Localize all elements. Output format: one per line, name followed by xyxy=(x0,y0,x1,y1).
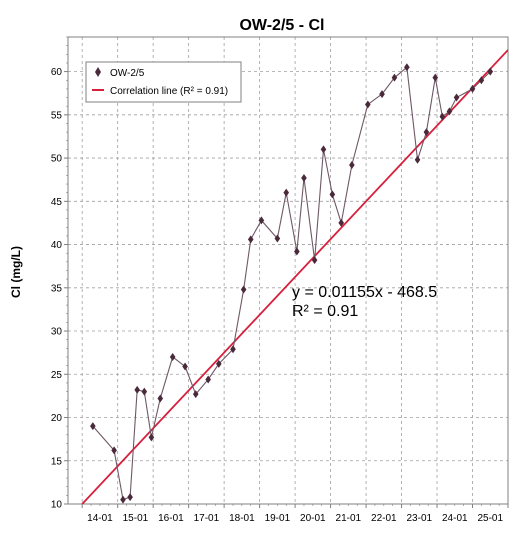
x-tick-label: 18-01 xyxy=(229,513,255,524)
data-point xyxy=(148,433,155,442)
y-tick-label: 50 xyxy=(51,154,63,165)
x-tick-label: 23-01 xyxy=(407,513,433,524)
data-point xyxy=(230,345,236,354)
data-point xyxy=(414,155,421,164)
x-tick-label: 14-01 xyxy=(87,513,113,524)
legend-box xyxy=(85,61,242,103)
data-point xyxy=(404,63,410,72)
data-point xyxy=(247,235,254,244)
x-tick-label: 21-01 xyxy=(336,513,362,524)
y-axis-label: Cl (mg/L) xyxy=(9,246,23,298)
data-point xyxy=(311,256,318,265)
y-tick-label: 30 xyxy=(51,327,63,338)
data-point xyxy=(120,495,126,504)
data-point xyxy=(301,173,307,182)
data-point xyxy=(169,352,176,361)
x-tick-label: 25-01 xyxy=(477,513,503,524)
y-ticks: 10 15 20 25 30 35 40 45 50 55 60 xyxy=(51,36,68,511)
trend-equation: y = 0.01155x - 468.5 xyxy=(292,284,437,301)
y-tick-label: 10 xyxy=(51,500,63,511)
data-point xyxy=(283,188,290,197)
y-tick-label: 20 xyxy=(51,413,63,424)
data-point xyxy=(379,90,385,99)
data-point xyxy=(329,190,336,199)
x-tick-label: 19-01 xyxy=(265,513,291,524)
data-point xyxy=(349,160,355,169)
x-tick-label: 17-01 xyxy=(194,513,220,524)
data-point xyxy=(127,493,133,502)
data-point xyxy=(90,422,96,431)
data-point xyxy=(391,73,398,82)
x-tick-label: 15-01 xyxy=(123,513,149,524)
data-point xyxy=(192,390,199,399)
data-point xyxy=(487,67,494,76)
data-point xyxy=(478,76,485,85)
data-point xyxy=(446,107,453,116)
y-tick-label: 60 xyxy=(51,67,63,78)
y-tick-label: 45 xyxy=(51,197,63,208)
data-point xyxy=(157,394,164,403)
data-point xyxy=(258,216,265,225)
y-tick-label: 35 xyxy=(51,283,63,294)
data-point xyxy=(111,446,117,455)
data-point xyxy=(134,385,140,394)
data-point xyxy=(294,247,300,256)
y-tick-label: 55 xyxy=(51,110,63,121)
data-point xyxy=(338,218,345,227)
x-tick-label: 20-01 xyxy=(300,513,326,524)
data-point xyxy=(439,112,446,121)
data-point xyxy=(182,362,188,371)
legend-entry-series: OW-2/5 xyxy=(110,68,145,79)
data-point xyxy=(453,93,460,102)
x-tick-label: 22-01 xyxy=(371,513,397,524)
data-point xyxy=(469,84,476,93)
data-point xyxy=(365,100,371,109)
chart-title: OW-2/5 - Cl xyxy=(239,17,324,34)
legend-entry-trend: Correlation line (R² = 0.91) xyxy=(110,86,228,97)
data-point xyxy=(240,285,247,294)
legend-diamond-icon xyxy=(95,67,101,77)
data-point xyxy=(432,73,439,82)
y-tick-label: 15 xyxy=(51,456,63,467)
data-point xyxy=(274,234,281,243)
trend-r2: R² = 0.91 xyxy=(292,303,358,320)
data-point xyxy=(423,128,430,137)
x-tick-label: 24-01 xyxy=(442,513,468,524)
y-tick-label: 40 xyxy=(51,240,63,251)
x-tick-label: 16-01 xyxy=(158,513,184,524)
legend: OW-2/5 Correlation line (R² = 0.91) xyxy=(85,61,242,103)
data-point xyxy=(320,145,327,154)
grid xyxy=(68,37,508,505)
series xyxy=(90,63,494,504)
data-point xyxy=(205,375,211,384)
x-ticks: 14-01 15-01 16-01 17-01 18-01 19-01 20-01 21-01… xyxy=(81,504,509,524)
data-point xyxy=(216,359,222,368)
y-tick-label: 25 xyxy=(51,370,63,381)
data-point xyxy=(141,387,148,396)
